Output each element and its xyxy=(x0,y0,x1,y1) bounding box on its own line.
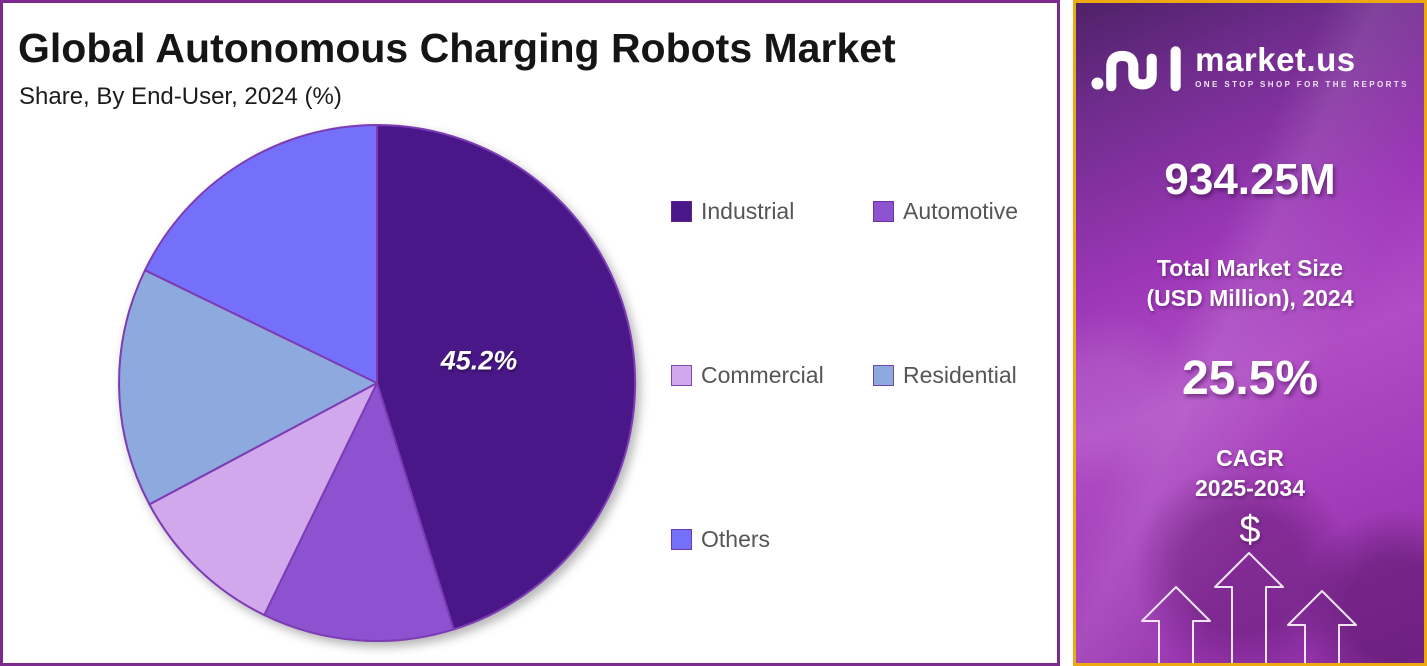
market-size-value: 934.25M xyxy=(1164,155,1336,204)
chart-panel: Global Autonomous Charging Robots Market… xyxy=(0,0,1060,666)
growth-arrow-middle xyxy=(1214,552,1284,663)
pie-slice-commercial xyxy=(148,382,378,616)
pie-slice-others xyxy=(144,124,378,384)
legend-label: Industrial xyxy=(701,198,795,224)
marketus-logo-icon xyxy=(1091,46,1181,92)
legend-item-industrial: Industrial xyxy=(671,199,794,223)
legend-swatch xyxy=(873,200,894,222)
legend-label: Automotive xyxy=(903,198,1019,224)
legend-item-residential: Residential xyxy=(873,363,1017,387)
legend-swatch xyxy=(671,528,692,550)
brand-sidebar: market.us ONE STOP SHOP FOR THE REPORTS … xyxy=(1073,0,1427,666)
pie-chart: 45.2% xyxy=(115,121,639,645)
legend-item-automotive: Automotive xyxy=(873,199,1018,223)
pie-slice-residential xyxy=(118,269,378,506)
legend-label: Commercial xyxy=(701,362,824,388)
legend-label: Residential xyxy=(903,362,1017,388)
brand-name: market.us xyxy=(1195,41,1356,78)
legend-label: Others xyxy=(701,526,771,552)
cagr-label-line1: CAGR xyxy=(1216,445,1284,471)
market-size-label: Total Market Size (USD Million), 2024 xyxy=(1076,253,1424,313)
cagr-value: 25.5% xyxy=(1181,352,1319,405)
page-subtitle: Share, By End-User, 2024 (%) xyxy=(19,83,342,110)
dollar-icon: $ xyxy=(1239,509,1261,551)
chart-legend: Industrial Automotive Commercial Residentia… xyxy=(671,199,1063,559)
brand-logo: market.us ONE STOP SHOP FOR THE REPORTS xyxy=(1076,37,1424,95)
legend-item-commercial: Commercial xyxy=(671,363,824,387)
pie-chart-svg xyxy=(118,124,637,643)
growth-arrow-right xyxy=(1287,590,1357,663)
legend-item-others: Others xyxy=(671,527,770,551)
brand-tagline: ONE STOP SHOP FOR THE REPORTS xyxy=(1195,80,1409,89)
cagr-label-line2: 2025-2034 xyxy=(1195,475,1305,501)
legend-swatch xyxy=(671,200,692,222)
pie-slice-label: 45.2% xyxy=(440,345,518,376)
pie-slice-automotive xyxy=(263,382,455,643)
pie-slice-industrial xyxy=(376,124,637,631)
legend-swatch xyxy=(671,364,692,386)
growth-arrows-icon xyxy=(1141,552,1357,663)
brand-text: market.us ONE STOP SHOP FOR THE REPORTS xyxy=(1195,41,1409,90)
growth-arrow-left xyxy=(1141,586,1211,663)
cagr-label: CAGR 2025-2034 xyxy=(1076,443,1424,503)
legend-swatch xyxy=(873,364,894,386)
market-size-label-line1: Total Market Size xyxy=(1156,255,1344,281)
page-title: Global Autonomous Charging Robots Market xyxy=(18,25,896,71)
market-size-label-line2: (USD Million), 2024 xyxy=(1146,285,1354,311)
